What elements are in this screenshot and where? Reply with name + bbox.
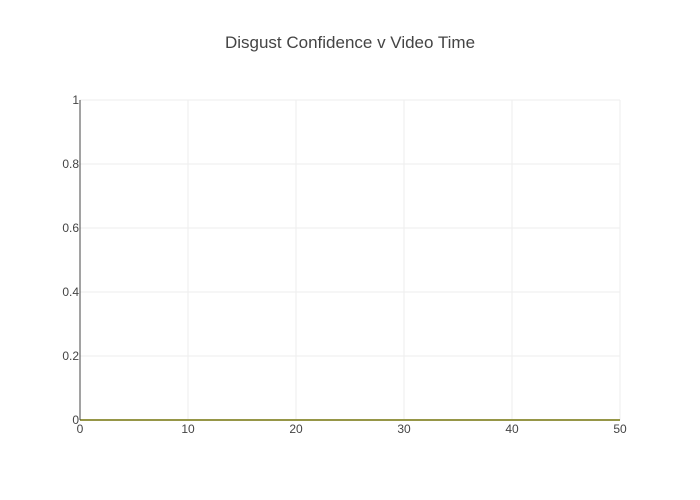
y-tick-label: 0 (72, 413, 79, 427)
y-tick-label: 0.4 (62, 285, 79, 299)
grid (80, 99, 621, 420)
x-tick-label: 20 (289, 422, 303, 436)
chart-title: Disgust Confidence v Video Time (224, 33, 476, 52)
tick-labels: 0 10 20 30 40 50 0 0.2 0.4 0.6 0.8 1 (62, 93, 627, 436)
y-tick-label: 0.8 (62, 157, 79, 171)
x-tick-label: 40 (505, 422, 519, 436)
y-tick-label: 1 (72, 93, 79, 107)
x-tick-label: 30 (397, 422, 411, 436)
x-tick-label: 10 (181, 422, 195, 436)
y-tick-label: 0.6 (62, 221, 79, 235)
y-tick-label: 0.2 (62, 349, 79, 363)
x-tick-label: 0 (77, 422, 84, 436)
axes (79, 100, 620, 421)
x-tick-label: 50 (613, 422, 627, 436)
